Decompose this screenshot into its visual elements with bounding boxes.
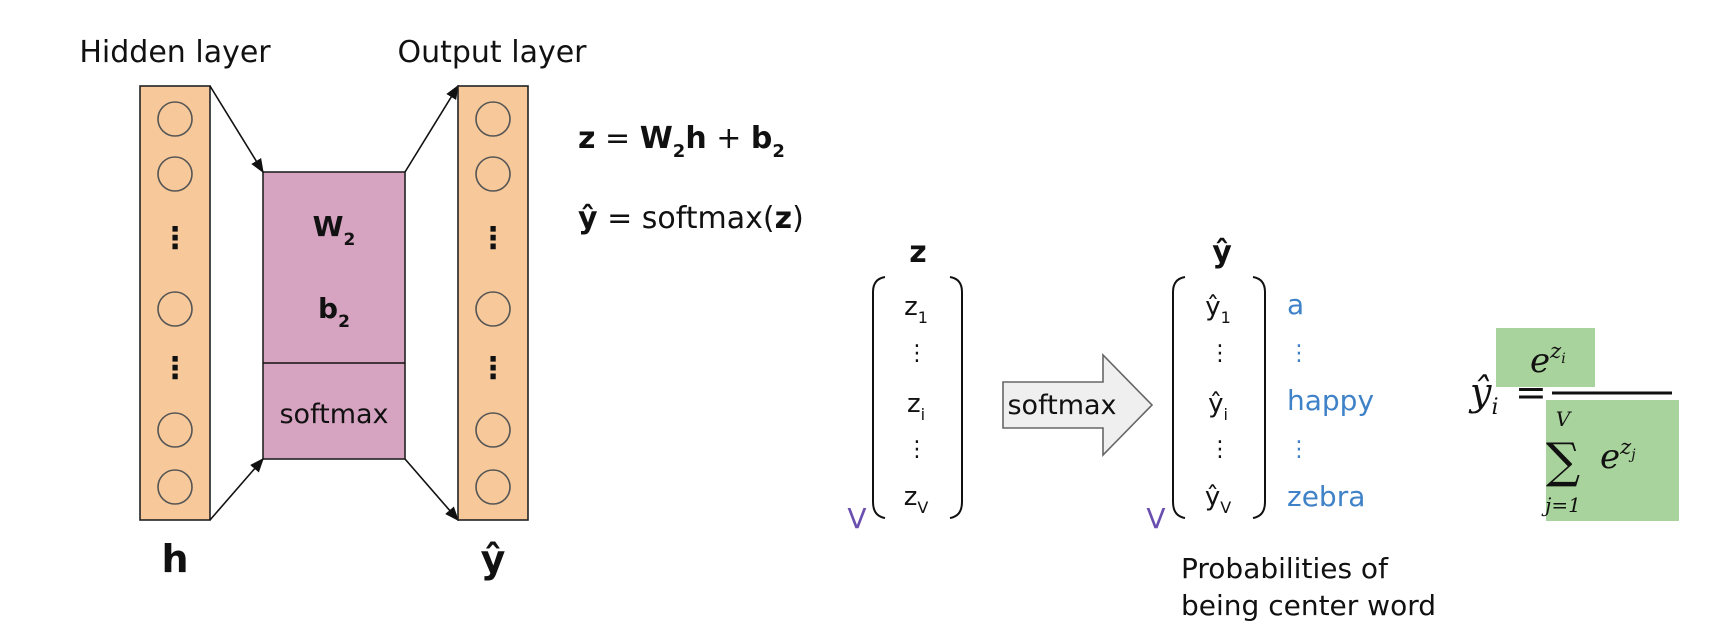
- hidden-layer-column: ⋮ ⋮: [139, 85, 211, 521]
- softmax-arrow-label: softmax: [1007, 390, 1116, 421]
- equation-softmax: ŷ = softmax(z): [578, 201, 804, 236]
- hidden-layer-title: Hidden layer: [79, 35, 271, 70]
- equation-linear: z = W2h + b2: [578, 121, 785, 162]
- hidden-ellipsis: ⋮: [160, 351, 190, 386]
- z-vector-dimension-label: V: [847, 502, 866, 535]
- z-vector-ellipsis: ⋮: [906, 437, 928, 462]
- formula-denominator-term: ezj: [1600, 435, 1636, 477]
- hidden-neuron: [157, 291, 193, 327]
- formula-equals: =: [1515, 370, 1547, 414]
- weight-matrix-block: [262, 171, 406, 460]
- connection-arrow: [209, 85, 264, 174]
- output-vector-symbol: ŷ: [481, 537, 506, 581]
- yhat-vector-ellipsis: ⋮: [1209, 341, 1231, 366]
- output-neuron: [475, 412, 511, 448]
- vocab-word-zebra: zebra: [1287, 480, 1365, 513]
- output-neuron: [475, 156, 511, 192]
- denominator-highlight: [1546, 400, 1679, 521]
- softmax-formula: [1496, 328, 1679, 521]
- z-vector-entry: zi: [907, 389, 925, 424]
- vocab-word-a: a: [1287, 288, 1304, 321]
- z-vector-right-bracket: [949, 276, 963, 519]
- yhat-vector-right-bracket: [1252, 276, 1266, 519]
- yhat-vector-entry: ŷi: [1208, 389, 1228, 424]
- hidden-ellipsis: ⋮: [160, 221, 190, 256]
- hidden-vector-symbol: h: [161, 537, 188, 581]
- vocab-word-happy: happy: [1287, 384, 1374, 417]
- yhat-vector-ellipsis: ⋮: [1209, 437, 1231, 462]
- vocab-ellipsis: ⋮: [1288, 437, 1310, 462]
- caption-line-1: Probabilities of: [1181, 552, 1389, 585]
- yhat-vector-entry: ŷ1: [1205, 292, 1231, 327]
- output-ellipsis: ⋮: [478, 221, 508, 256]
- z-vector-left-bracket: [872, 276, 886, 519]
- connection-arrow: [404, 84, 459, 173]
- sum-lower-limit: j=1: [1541, 493, 1581, 517]
- bias-label: b2: [318, 292, 350, 332]
- yhat-vector-header: ŷ: [1212, 235, 1232, 270]
- output-neuron: [475, 291, 511, 327]
- weight-matrix-label: W2: [313, 210, 356, 250]
- hidden-neuron: [157, 101, 193, 137]
- yhat-vector-entry: ŷV: [1205, 482, 1231, 517]
- connection-arrow: [209, 457, 264, 521]
- softmax-block-label: softmax: [279, 399, 388, 430]
- caption-line-2: being center word: [1181, 589, 1436, 622]
- output-neuron: [475, 101, 511, 137]
- z-vector-entry: z1: [904, 292, 928, 327]
- softmax-arrow: [1002, 353, 1154, 457]
- hidden-neuron: [157, 156, 193, 192]
- vocab-ellipsis: ⋮: [1288, 341, 1310, 366]
- numerator-highlight: [1496, 328, 1595, 387]
- connection-arrow: [404, 458, 459, 522]
- output-neuron: [475, 469, 511, 505]
- formula-lhs: ŷi: [1468, 370, 1499, 420]
- yhat-vector-dimension-label: V: [1146, 502, 1165, 535]
- output-layer-column: ⋮ ⋮: [457, 85, 529, 521]
- z-vector-header: z: [909, 235, 926, 270]
- hidden-neuron: [157, 469, 193, 505]
- hidden-neuron: [157, 412, 193, 448]
- sum-symbol: ∑: [1546, 433, 1580, 489]
- output-ellipsis: ⋮: [478, 351, 508, 386]
- output-layer-title: Output layer: [397, 35, 587, 70]
- z-vector-ellipsis: ⋮: [906, 341, 928, 366]
- formula-numerator: ezi: [1530, 339, 1566, 381]
- z-vector-entry: zV: [904, 482, 929, 517]
- sum-upper-limit: V: [1556, 407, 1573, 431]
- yhat-vector-left-bracket: [1172, 276, 1186, 519]
